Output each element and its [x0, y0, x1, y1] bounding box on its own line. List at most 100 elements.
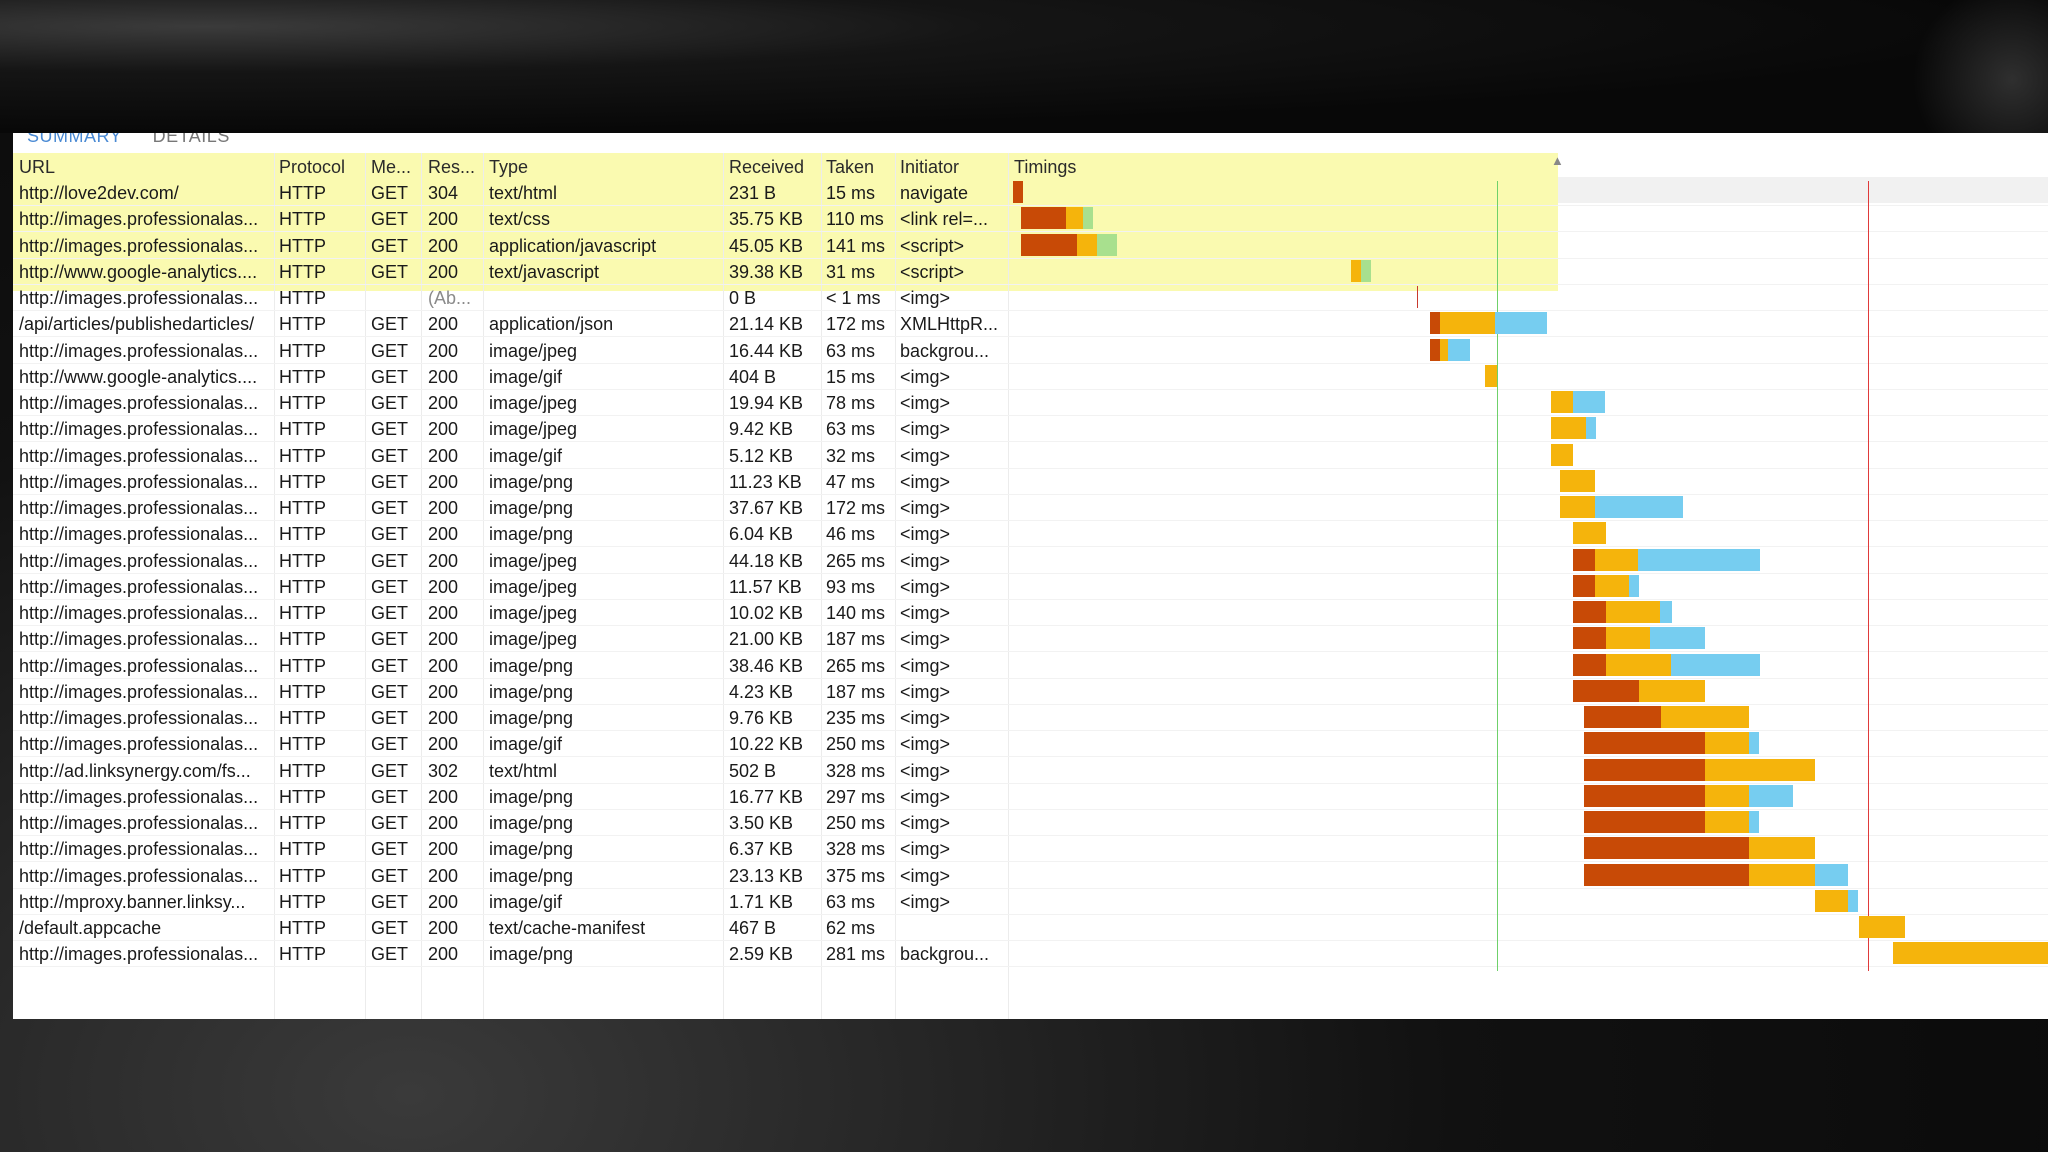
initiator-cell: <img>: [900, 576, 951, 597]
taken-cell: 375 ms: [826, 865, 886, 886]
protocol-cell: HTTP: [279, 708, 326, 728]
column-header-type[interactable]: Type: [489, 157, 529, 177]
method-cell: GET: [371, 918, 409, 938]
method-cell: GET: [371, 760, 409, 781]
type-cell: image/png: [489, 655, 574, 676]
table-row[interactable]: http://images.professionalas... HTTP GET 20…: [13, 233, 2048, 259]
taken-cell: 250 ms: [826, 734, 886, 755]
table-row[interactable]: http://mproxy.banner.linksy... HTTP GET 200…: [13, 889, 2048, 915]
received-cell: 0 B: [729, 288, 757, 308]
table-row[interactable]: /default.appcache HTTP GET 200 text/cache-ma…: [13, 915, 2048, 941]
url-cell: http://images.professionalas...: [19, 209, 259, 230]
initiator-cell: <img>: [900, 813, 951, 833]
taken-cell: 31 ms: [826, 261, 876, 282]
method-cell: GET: [371, 235, 409, 256]
table-row[interactable]: http://love2dev.com/HTTP GET 304 text/html 2…: [13, 180, 2048, 206]
url-cell: http://images.professionalas...: [19, 419, 259, 440]
column-header-protocol[interactable]: Protocol: [279, 157, 346, 177]
table-row[interactable]: http://images.professionalas... HTTP GET 20…: [13, 626, 2048, 653]
result-cell: 200: [428, 209, 459, 230]
column-separator: [821, 153, 822, 1019]
taken-cell: 62 ms: [826, 918, 876, 938]
url-cell: http://images.professionalas...: [19, 288, 259, 308]
column-header-method[interactable]: Me...: [371, 157, 412, 177]
tab-summary[interactable]: SUMMARY: [27, 133, 123, 146]
table-row[interactable]: http://images.professionalas... HTTP GET 20…: [13, 206, 2048, 233]
table-row[interactable]: http://images.professionalas... HTTP GET 20…: [13, 495, 2048, 521]
table-row[interactable]: http://images.professionalas... HTTP GET 20…: [13, 390, 2048, 416]
initiator-cell: <img>: [900, 681, 951, 702]
protocol-cell: HTTP: [279, 891, 326, 912]
table-row[interactable]: /api/articles/publishedarticles/HTTP GET 2…: [13, 311, 2048, 338]
column-header-taken[interactable]: Taken: [826, 157, 875, 177]
table-row[interactable]: http://images.professionalas... HTTP GET 20…: [13, 784, 2048, 810]
initiator-cell: <img>: [900, 891, 951, 912]
taken-cell: 328 ms: [826, 760, 886, 781]
table-row[interactable]: http://images.professionalas... HTTP GET 20…: [13, 548, 2048, 574]
table-row[interactable]: http://images.professionalas... HTTP GET 20…: [13, 600, 2048, 626]
table-row[interactable]: http://images.professionalas... HTTP GET 20…: [13, 863, 2048, 889]
table-row[interactable]: http://images.professionalas... HTTP GET 20…: [13, 653, 2048, 679]
protocol-cell: HTTP: [279, 288, 326, 308]
table-row[interactable]: http://www.google-analytics.... HTTP GET 20…: [13, 364, 2048, 390]
protocol-cell: HTTP: [279, 813, 326, 833]
table-row[interactable]: http://images.professionalas... HTTP GET 20…: [13, 469, 2048, 495]
received-cell: 44.18 KB: [729, 550, 804, 571]
tab-details[interactable]: DETAILS: [152, 133, 230, 146]
column-separator: [421, 153, 422, 1019]
table-row[interactable]: http://images.professionalas... HTTP GET 20…: [13, 521, 2048, 548]
initiator-cell: <img>: [900, 603, 951, 623]
taken-cell: 78 ms: [826, 393, 876, 413]
method-cell: GET: [371, 655, 409, 676]
network-summary-panel: SUMMARY DETAILS ▲ URL Protocol Me... Res…: [13, 133, 2048, 1019]
taken-cell: 265 ms: [826, 550, 886, 571]
result-cell: 304: [428, 183, 459, 203]
initiator-cell: <img>: [900, 366, 951, 387]
received-cell: 9.42 KB: [729, 419, 794, 440]
result-cell: 200: [428, 498, 459, 518]
method-cell: GET: [371, 786, 409, 807]
initiator-cell: navigate: [900, 183, 969, 203]
table-row[interactable]: http://images.professionalas... HTTP GET 20…: [13, 941, 2048, 968]
column-header-initiator[interactable]: Initiator: [900, 157, 960, 177]
taken-cell: 281 ms: [826, 944, 886, 965]
column-header-url[interactable]: URL: [19, 157, 56, 177]
column-header-received[interactable]: Received: [729, 157, 805, 177]
url-cell: http://images.professionalas...: [19, 445, 259, 466]
scroll-up-icon[interactable]: ▲: [1551, 153, 1564, 168]
column-separator: [365, 153, 366, 1019]
result-cell: 200: [428, 708, 459, 728]
table-row[interactable]: http://images.professionalas... HTTP GET 20…: [13, 705, 2048, 731]
result-cell: 200: [428, 235, 459, 256]
protocol-cell: HTTP: [279, 629, 326, 650]
method-cell: GET: [371, 498, 409, 518]
type-cell: image/png: [489, 681, 574, 702]
table-row[interactable]: http://images.professionalas... HTTP GET 20…: [13, 443, 2048, 469]
table-row[interactable]: http://www.google-analytics.... HTTP GET 20…: [13, 259, 2048, 285]
url-cell: http://images.professionalas...: [19, 734, 259, 755]
table-row[interactable]: http://images.professionalas... HTTP GET 20…: [13, 731, 2048, 758]
table-row[interactable]: http://images.professionalas... HTTP GET 20…: [13, 810, 2048, 836]
table-row[interactable]: http://images.professionalas... HTTP GET 20…: [13, 836, 2048, 863]
method-cell: GET: [371, 314, 409, 335]
taken-cell: 172 ms: [826, 498, 886, 518]
url-cell: http://images.professionalas...: [19, 839, 259, 860]
table-row[interactable]: http://images.professionalas... HTTP GET 20…: [13, 679, 2048, 705]
taken-cell: 63 ms: [826, 340, 876, 361]
result-cell: 200: [428, 419, 459, 440]
table-row[interactable]: http://images.professionalas... HTTP GET 20…: [13, 416, 2048, 443]
taken-cell: < 1 ms: [826, 288, 881, 308]
initiator-cell: <img>: [900, 498, 951, 518]
table-row[interactable]: http://images.professionalas... HTTP (Ab..…: [13, 285, 2048, 311]
table-row[interactable]: http://ad.linksynergy.com/fs... HTTP GET 30…: [13, 758, 2048, 784]
table-row[interactable]: http://images.professionalas... HTTP GET 20…: [13, 574, 2048, 600]
initiator-cell: <img>: [900, 471, 951, 492]
taken-cell: 187 ms: [826, 629, 886, 650]
protocol-cell: HTTP: [279, 498, 326, 518]
column-header-timings[interactable]: Timings: [1014, 157, 1077, 177]
received-cell: 404 B: [729, 366, 777, 387]
table-row[interactable]: http://images.professionalas... HTTP GET 20…: [13, 338, 2048, 364]
column-header-result[interactable]: Res...: [428, 157, 476, 177]
received-cell: 38.46 KB: [729, 655, 804, 676]
protocol-cell: HTTP: [279, 576, 326, 597]
